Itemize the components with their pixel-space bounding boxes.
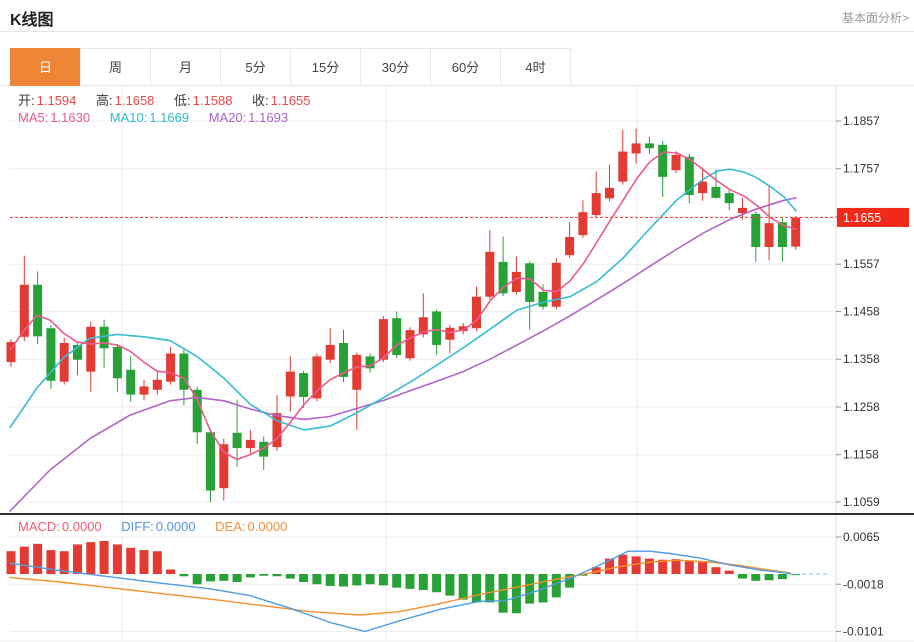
dea-label: DEA: [215, 519, 246, 534]
dea-line [9, 559, 791, 616]
ma20-line [9, 197, 797, 512]
svg-text:1.1358: 1.1358 [843, 352, 880, 366]
period-tabbar: 日周月 5分 15分 30分 60分 4时 [0, 48, 914, 86]
close-label: 收: [252, 93, 269, 108]
open-label: 开: [18, 93, 35, 108]
page-title: K线图 [10, 12, 54, 29]
ohlc-legend: 开: 1.1594 高: 1.1658 低: 1.1588 收: 1.1655 [18, 90, 312, 109]
ma20-label: MA20: [208, 110, 247, 125]
svg-text:1.1857: 1.1857 [843, 114, 880, 128]
ma5-value: 1.1630 [50, 110, 91, 125]
dea-value: 0.0000 [247, 519, 288, 534]
svg-text:1.1655: 1.1655 [843, 211, 881, 225]
tab-60分[interactable]: 60分 [430, 48, 501, 86]
svg-text:1.1059: 1.1059 [843, 495, 880, 509]
macd-legend: MACD: 0.0000 DIFF: 0.0000 DEA: 0.0000 [18, 519, 289, 534]
price-axis: 1.18571.17571.16571.15571.14581.13581.12… [835, 86, 884, 642]
kline-chart[interactable]: 1.18571.17571.16571.15571.14581.13581.12… [0, 86, 914, 642]
ma10-label: MA10: [109, 110, 148, 125]
macd-histogram [6, 540, 801, 614]
macd-value: 0.0000 [61, 519, 102, 534]
svg-text:-0.0018: -0.0018 [843, 577, 884, 591]
low-label: 低: [174, 93, 191, 108]
diff-label: DIFF: [121, 519, 154, 534]
svg-text:1.1458: 1.1458 [843, 305, 880, 319]
low-value: 1.1588 [192, 93, 233, 108]
fundamental-analysis-link[interactable]: 基本面分析> [841, 11, 909, 25]
close-value: 1.1655 [270, 93, 311, 108]
page-header: K线图 基本面分析> [0, 0, 914, 32]
candles [6, 128, 801, 502]
tab-日[interactable]: 日 [10, 48, 81, 86]
tab-周[interactable]: 周 [80, 48, 151, 86]
svg-text:1.1557: 1.1557 [843, 257, 880, 271]
high-value: 1.1658 [114, 93, 155, 108]
tab-5分[interactable]: 5分 [220, 48, 291, 86]
diff-value: 0.0000 [155, 519, 196, 534]
tab-4时[interactable]: 4时 [500, 48, 571, 86]
tab-15分[interactable]: 15分 [290, 48, 361, 86]
open-value: 1.1594 [36, 93, 77, 108]
macd-label: MACD: [18, 519, 60, 534]
ma5-label: MA5: [18, 110, 49, 125]
ma10-line [9, 168, 797, 431]
tab-月[interactable]: 月 [150, 48, 221, 86]
diff-line [9, 550, 791, 633]
tab-30分[interactable]: 30分 [360, 48, 431, 86]
ma5-line [9, 151, 797, 461]
ma10-value: 1.1669 [149, 110, 190, 125]
svg-text:1.1258: 1.1258 [843, 400, 880, 414]
ma20-value: 1.1693 [248, 110, 289, 125]
svg-text:-0.0101: -0.0101 [843, 625, 884, 639]
svg-text:1.1158: 1.1158 [843, 448, 879, 462]
high-label: 高: [96, 93, 113, 108]
ma-legend: MA5: 1.1630 MA10: 1.1669 MA20: 1.1693 [18, 110, 290, 125]
svg-text:1.1757: 1.1757 [843, 162, 880, 176]
svg-text:0.0065: 0.0065 [843, 530, 880, 544]
current-price-tag: 1.1655 [837, 207, 909, 227]
